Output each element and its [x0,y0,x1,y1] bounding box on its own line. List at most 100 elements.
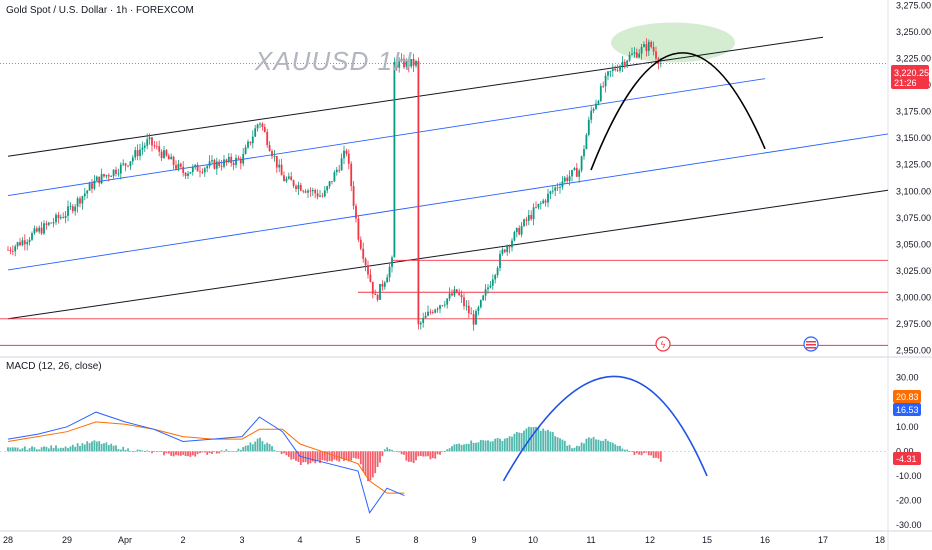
macd-histogram-bar [131,451,134,452]
us-flag-event-icon[interactable] [803,336,819,352]
candle-body [127,165,129,167]
price-pane[interactable] [0,22,889,346]
macd-histogram-bar [566,445,569,452]
macd-projection-arc[interactable] [502,375,708,482]
signal-value-badge: 16.53 [893,403,921,416]
time-tick-label: 2 [180,535,185,545]
channel-line-lower[interactable] [7,189,889,320]
candle-body [539,203,542,204]
time-x-axis[interactable]: 28 29 Apr 2 3 4 5 8 9 10 11 12 15 16 17 18 [3,535,885,545]
macd-histogram-bar [81,443,84,452]
candle-body [343,150,345,159]
macd-histogram-bar [242,447,245,452]
macd-histogram-bar [223,451,225,453]
candle-body [407,60,410,67]
candle-body [616,70,619,71]
macd-histogram-bar [115,445,117,452]
candle-body [487,287,489,290]
projection-arc[interactable] [590,52,766,171]
candle-body [489,285,492,288]
macd-histogram-bar [74,446,77,452]
price-tick-label: 3,075.00 [896,213,931,223]
channel-line-upper[interactable] [7,36,824,157]
time-tick-label: Apr [118,535,132,545]
macd-histogram-bar [273,449,276,452]
candle-body [465,305,468,307]
macd-histogram-bar [59,447,62,452]
signal-line[interactable] [7,421,405,494]
candle-body [74,206,77,212]
candle-body [590,110,593,120]
macd-line[interactable] [7,411,405,514]
candle-body [16,242,19,247]
macd-histogram-bar [21,448,24,452]
candle-body [67,206,69,216]
candle-body [333,172,336,182]
candle-body [347,153,350,164]
candle-body [515,227,518,233]
macd-histogram-bar [112,445,115,452]
macd-histogram-bar [381,451,384,457]
macd-histogram-bar [407,451,410,462]
candle-body [350,163,353,187]
macd-histogram-bar [446,449,449,452]
candle-body [28,239,31,243]
macd-histogram-bar [247,445,249,452]
macd-histogram-bar [561,439,564,452]
macd-histogram-bar [172,451,175,457]
macd-histogram-bar [266,442,269,452]
candle-body [443,304,446,306]
macd-histogram-bar [527,426,530,452]
candle-body [184,172,187,176]
candle-body [607,71,609,76]
candle-body [359,239,362,249]
candle-body [259,123,261,125]
candle-body [491,279,494,286]
macd-histogram-bar [475,442,477,452]
time-tick-label: 12 [645,535,655,545]
macd-histogram-bar [189,451,192,457]
candle-body [295,185,297,189]
candle-body [57,214,60,219]
macd-histogram-bar [148,451,151,452]
macd-histogram-bar [57,448,60,452]
lightning-event-icon[interactable]: ϟ [655,336,671,352]
macd-pane[interactable] [0,375,888,514]
macd-histogram-bar [268,444,271,452]
svg-text:ϟ: ϟ [660,341,666,351]
macd-histogram-bar [575,445,578,452]
candle-body [129,161,132,167]
macd-histogram-bar [518,432,521,452]
candle-body [645,44,648,51]
macd-histogram-bar [141,450,144,452]
macd-histogram-bar [657,451,660,459]
candle-body [263,126,266,132]
candle-body [266,131,269,146]
candle-body [244,147,247,154]
macd-histogram-bar [614,444,617,452]
candle-body [479,300,482,308]
candle-body [525,219,528,221]
candle-body [321,195,324,197]
candle-body [470,313,473,315]
candle-body [472,314,475,325]
macd-histogram-bar [563,440,566,452]
channel-line-mid-upper[interactable] [7,78,766,196]
channel-line-mid-lower[interactable] [7,133,889,271]
macd-histogram-bar [659,451,662,462]
candle-body [455,289,458,293]
macd-histogram-bar [626,449,629,452]
candle-body [194,164,197,168]
macd-histogram-bar [362,451,365,472]
macd-histogram-bar [259,437,261,452]
macd-histogram-bar [86,441,89,452]
macd-histogram-bar [88,443,91,452]
macd-histogram-bar [422,451,425,457]
macd-histogram-bar [187,451,189,457]
macd-histogram-bar [499,438,501,452]
macd-histogram-bar [655,451,657,458]
price-y-axis[interactable]: 3,275.003,250.003,225.003,200.003,175.00… [896,0,931,355]
candle-body [319,195,321,197]
candle-body [467,305,470,314]
macd-histogram-bar [220,450,223,452]
